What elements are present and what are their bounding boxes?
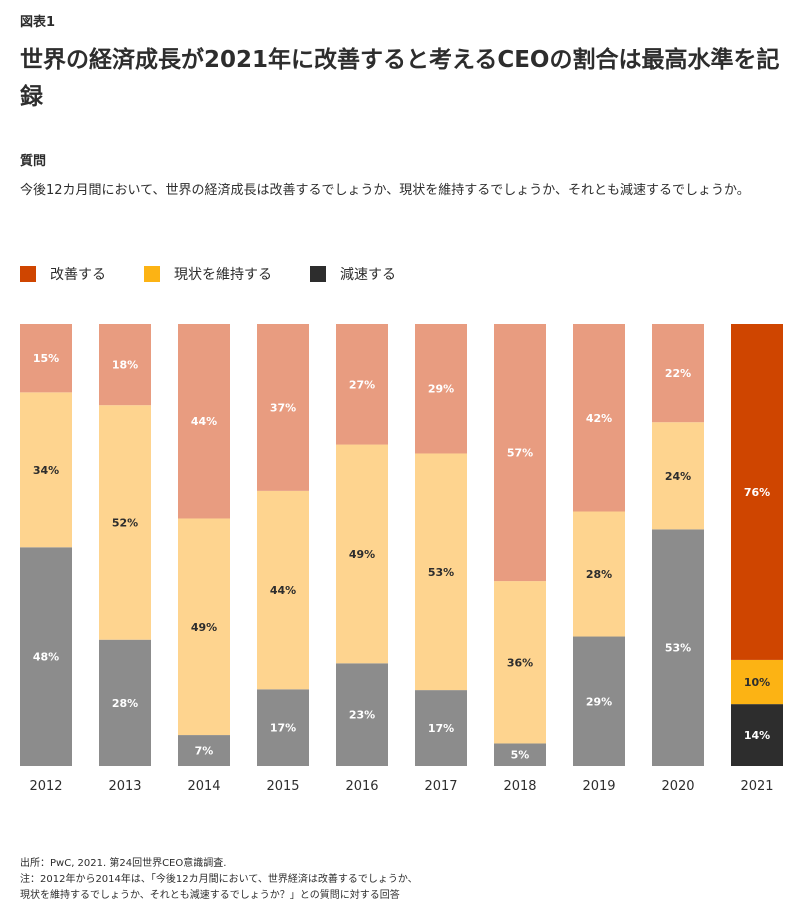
bar-segment-decline-2013 (99, 639, 151, 766)
data-label-improve-2015: 37% (270, 401, 296, 414)
legend-label-decline: 減速する (340, 267, 396, 283)
data-label-maintain-2015: 44% (270, 584, 296, 597)
figure-label: 図表1 (20, 15, 56, 30)
bar-segment-decline-2014 (178, 735, 230, 766)
bar-segment-maintain-2017 (415, 453, 467, 691)
x-tick-label-2014: 2014 (187, 779, 220, 794)
note-line-2: 現状を維持するでしょうか、それとも減速するでしょうか？」との質問に対する回答 (20, 890, 400, 901)
data-label-improve-2017: 29% (428, 383, 454, 396)
bar-segment-maintain-2015 (257, 490, 309, 690)
stacked-bar-chart: 48% 34% 15% 2012 28% 52% 18% 2013 7% 49% 44% 2014 17… (20, 324, 783, 794)
footer: 出所：PwC, 2021. 第24回世界CEO意識調査. 注：2012年から20… (20, 856, 780, 904)
data-label-decline-2017: 17% (428, 722, 454, 735)
data-label-maintain-2014: 49% (191, 621, 217, 634)
bar-segment-maintain-2018 (494, 581, 546, 744)
bar-segment-decline-2012 (20, 547, 72, 766)
data-label-maintain-2018: 36% (507, 656, 533, 669)
bar-segment-improve-2012 (20, 324, 72, 393)
question-text: 今後12カ月間において、世界の経済成長は改善するでしょうか、現状を維持するでしょ… (20, 183, 750, 198)
x-tick-label-2021: 2021 (740, 779, 773, 794)
data-label-maintain-2017: 53% (428, 566, 454, 579)
question-label: 質問 (20, 154, 47, 169)
data-label-decline-2019: 29% (586, 695, 612, 708)
bar-segment-decline-2016 (336, 663, 388, 766)
legend: 改善する 現状を維持する 減速する (20, 264, 434, 284)
bar-segment-improve-2018 (494, 324, 546, 582)
source-note: 出所：PwC, 2021. 第24回世界CEO意識調査. (20, 858, 227, 869)
data-label-decline-2021: 14% (744, 729, 770, 742)
data-label-improve-2014: 44% (191, 415, 217, 428)
bar-segment-decline-2020 (652, 529, 704, 766)
bar-segment-improve-2014 (178, 324, 230, 519)
x-tick-label-2015: 2015 (266, 779, 299, 794)
bar-segment-decline-2019 (573, 636, 625, 766)
bar-segment-improve-2019 (573, 324, 625, 512)
bar-segment-decline-2017 (415, 690, 467, 766)
bar-segment-improve-2013 (99, 324, 151, 406)
bar-segment-decline-2015 (257, 689, 309, 766)
bar-segment-improve-2021 (731, 324, 783, 660)
bar-segment-maintain-2021 (731, 659, 783, 705)
bar-segment-improve-2017 (415, 324, 467, 454)
data-label-improve-2021: 76% (744, 486, 770, 499)
bar-segment-maintain-2012 (20, 392, 72, 548)
legend-label-maintain: 現状を維持する (174, 267, 272, 283)
data-label-decline-2013: 28% (112, 697, 138, 710)
data-label-improve-2020: 22% (665, 367, 691, 380)
data-label-decline-2012: 48% (33, 651, 59, 664)
chart-title: 世界の経済成長が2021年に改善すると考えるCEOの割合は最高水準を記録 (20, 47, 780, 110)
x-tick-label-2016: 2016 (345, 779, 378, 794)
legend-item-maintain: 現状を維持する (144, 264, 272, 284)
x-tick-label-2013: 2013 (108, 779, 141, 794)
x-tick-label-2017: 2017 (424, 779, 457, 794)
note-line-1: 注：2012年から2014年は、「今後12カ月間において、世界経済は改善するでし… (20, 874, 418, 885)
data-label-decline-2014: 7% (195, 745, 214, 758)
data-label-improve-2019: 42% (586, 412, 612, 425)
data-label-improve-2012: 15% (33, 352, 59, 365)
x-tick-label-2019: 2019 (582, 779, 615, 794)
data-label-decline-2015: 17% (270, 722, 296, 735)
data-label-maintain-2012: 34% (33, 464, 59, 477)
x-tick-label-2018: 2018 (503, 779, 536, 794)
data-label-decline-2018: 5% (511, 749, 530, 762)
data-label-maintain-2013: 52% (112, 516, 138, 529)
bar-segment-decline-2021 (731, 704, 783, 766)
bar-segment-maintain-2020 (652, 422, 704, 530)
bar-segment-maintain-2016 (336, 444, 388, 664)
legend-swatch-improve (20, 266, 36, 282)
x-tick-label-2012: 2012 (29, 779, 62, 794)
bar-segment-improve-2020 (652, 324, 704, 423)
data-label-improve-2018: 57% (507, 447, 533, 460)
data-label-improve-2016: 27% (349, 378, 375, 391)
data-label-maintain-2016: 49% (349, 548, 375, 561)
data-label-decline-2020: 53% (665, 642, 691, 655)
legend-label-improve: 改善する (50, 267, 106, 283)
bar-segment-maintain-2019 (573, 511, 625, 637)
data-label-maintain-2021: 10% (744, 676, 770, 689)
legend-item-decline: 減速する (310, 264, 396, 284)
legend-item-improve: 改善する (20, 264, 106, 284)
bar-segment-decline-2018 (494, 743, 546, 766)
bar-segment-improve-2015 (257, 324, 309, 491)
bar-segment-maintain-2013 (99, 405, 151, 640)
legend-swatch-maintain (144, 266, 160, 282)
bar-segment-maintain-2014 (178, 518, 230, 736)
data-label-decline-2016: 23% (349, 709, 375, 722)
x-tick-label-2020: 2020 (661, 779, 694, 794)
data-label-improve-2013: 18% (112, 359, 138, 372)
bar-segment-improve-2016 (336, 324, 388, 445)
data-label-maintain-2020: 24% (665, 470, 691, 483)
data-label-maintain-2019: 28% (586, 568, 612, 581)
legend-swatch-decline (310, 266, 326, 282)
